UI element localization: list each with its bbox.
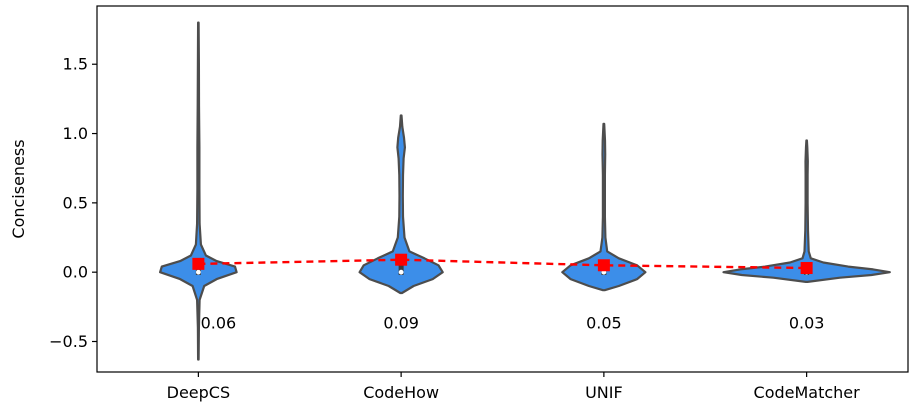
x-tick-label: CodeHow [363,383,439,402]
x-tick-label: UNIF [585,383,623,402]
mean-marker [800,262,813,275]
violin-codehow [358,114,444,295]
x-tick-label: DeepCS [167,383,231,402]
mean-marker [395,253,408,266]
mean-marker [597,259,610,272]
mean-markers-group [192,253,813,275]
violins-group [159,21,891,361]
y-axis: −0.5 0.0 0.5 1.0 1.5 [49,55,97,351]
y-tick-label: −0.5 [49,332,88,351]
violin-unif [561,122,647,292]
mean-trend-line [198,258,807,270]
mean-labels-group: 0.06 0.09 0.05 0.03 [201,313,825,332]
mean-value-label: 0.05 [586,313,622,332]
mean-value-label: 0.09 [383,313,419,332]
median-dot [398,269,404,275]
y-tick-label: 1.0 [63,124,88,143]
mean-line-group [198,258,807,270]
violin-deepcs [159,21,238,361]
median-dot [195,269,201,275]
y-axis-title: Conciseness [9,139,28,238]
x-axis: DeepCS CodeHow UNIF CodeMatcher [167,372,861,402]
y-tick-label: 0.5 [63,193,88,212]
mean-value-label: 0.03 [789,313,825,332]
iqr-box [398,263,404,275]
iqr-group [195,263,810,275]
y-tick-label: 1.5 [63,55,88,74]
plot-frame [96,5,909,373]
y-tick-label: 0.0 [63,263,88,282]
mean-marker [192,257,205,270]
violin-codematcher [722,139,891,283]
mean-value-label: 0.06 [201,313,237,332]
x-tick-label: CodeMatcher [754,383,861,402]
